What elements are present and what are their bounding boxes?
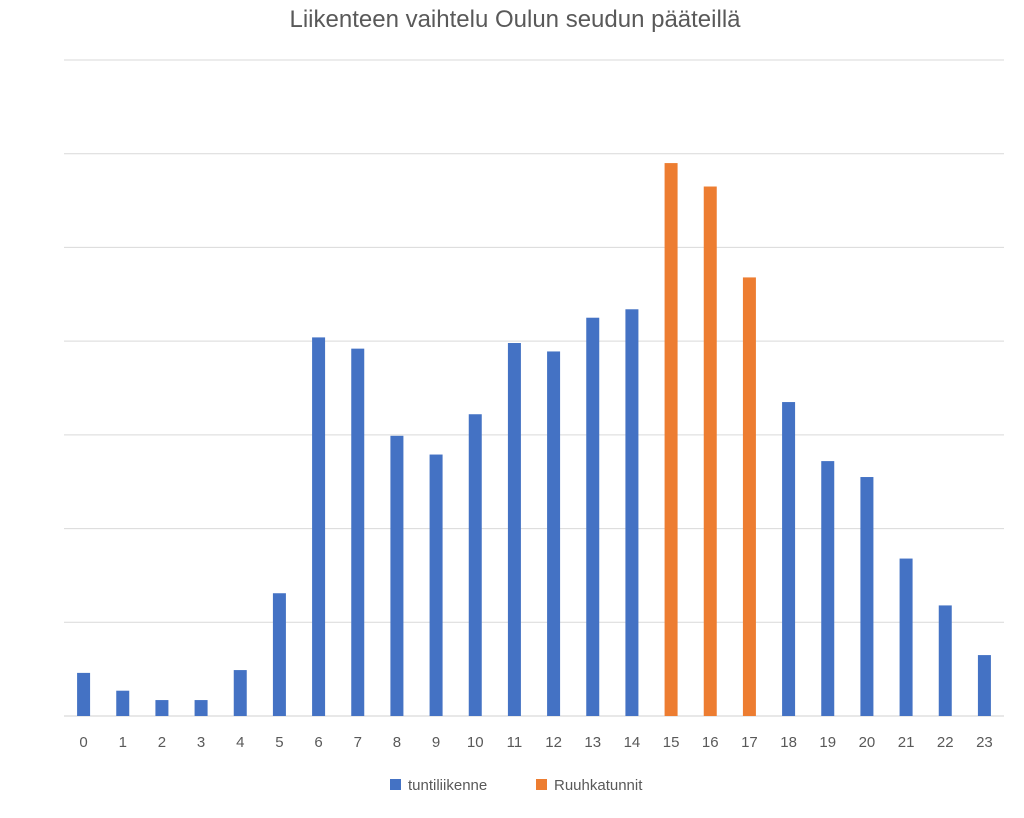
bar-tuntiliikenne-1: [116, 690, 130, 716]
x-tick-label: 5: [275, 734, 283, 751]
gridlines: [64, 59, 1004, 717]
bar-tuntiliikenne-18: [782, 402, 796, 716]
legend-label-tuntiliikenne: tuntiliikenne: [408, 777, 487, 794]
x-tick-label: 16: [702, 734, 719, 751]
bar-tuntiliikenne-11: [507, 343, 521, 716]
bar-ruuhkatunnit-15: [664, 163, 678, 717]
x-tick-label: 6: [314, 734, 322, 751]
bar-ruuhkatunnit-17: [742, 277, 756, 716]
bar-tuntiliikenne-5: [272, 593, 286, 716]
x-tick-label: 17: [741, 734, 758, 751]
x-tick-label: 23: [976, 734, 993, 751]
x-tick-label: 2: [158, 734, 166, 751]
bar-tuntiliikenne-22: [938, 605, 952, 716]
legend-swatch-tuntiliikenne: [390, 779, 401, 790]
chart-title: Liikenteen vaihtelu Oulun seudun pääteil…: [290, 6, 742, 33]
x-tick-label: 14: [624, 734, 641, 751]
bar-tuntiliikenne-8: [390, 435, 404, 716]
legend-swatch-ruuhkatunnit: [536, 779, 547, 790]
bars: [77, 163, 991, 717]
bar-tuntiliikenne-19: [821, 461, 835, 716]
x-tick-label: 0: [79, 734, 87, 751]
bar-tuntiliikenne-9: [429, 454, 443, 716]
x-tick-label: 4: [236, 734, 244, 751]
x-tick-label: 1: [119, 734, 127, 751]
x-tick-label: 8: [393, 734, 401, 751]
x-tick-label: 15: [663, 734, 680, 751]
bar-tuntiliikenne-6: [312, 337, 326, 716]
x-axis-tick-labels: 0 1 2 3 4 5 6 7 8 9 10 11 12 13 14 15 16 17 18 19 20 21 22 23: [79, 734, 992, 751]
bar-tuntiliikenne-4: [233, 670, 247, 716]
bar-tuntiliikenne-12: [547, 351, 561, 716]
x-tick-label: 10: [467, 734, 484, 751]
bar-tuntiliikenne-10: [468, 414, 482, 716]
x-tick-label: 20: [859, 734, 876, 751]
x-tick-label: 12: [545, 734, 562, 751]
legend: tuntiliikenne Ruuhkatunnit: [390, 777, 643, 794]
x-tick-label: 9: [432, 734, 440, 751]
bar-ruuhkatunnit-16: [703, 186, 717, 716]
bar-tuntiliikenne-13: [586, 317, 600, 716]
bar-tuntiliikenne-14: [625, 309, 639, 716]
x-tick-label: 21: [898, 734, 915, 751]
legend-label-ruuhkatunnit: Ruuhkatunnit: [554, 777, 643, 794]
bar-tuntiliikenne-23: [977, 655, 991, 716]
bar-tuntiliikenne-3: [194, 700, 208, 716]
bar-tuntiliikenne-20: [860, 477, 874, 716]
x-tick-label: 13: [584, 734, 601, 751]
bar-tuntiliikenne-21: [899, 558, 913, 716]
x-tick-label: 19: [819, 734, 836, 751]
bar-tuntiliikenne-0: [77, 672, 91, 716]
x-tick-label: 11: [507, 734, 523, 751]
x-tick-label: 3: [197, 734, 205, 751]
bar-tuntiliikenne-2: [155, 700, 169, 716]
x-tick-label: 7: [354, 734, 362, 751]
bar-tuntiliikenne-7: [351, 348, 365, 716]
x-tick-label: 18: [780, 734, 797, 751]
x-tick-label: 22: [937, 734, 954, 751]
